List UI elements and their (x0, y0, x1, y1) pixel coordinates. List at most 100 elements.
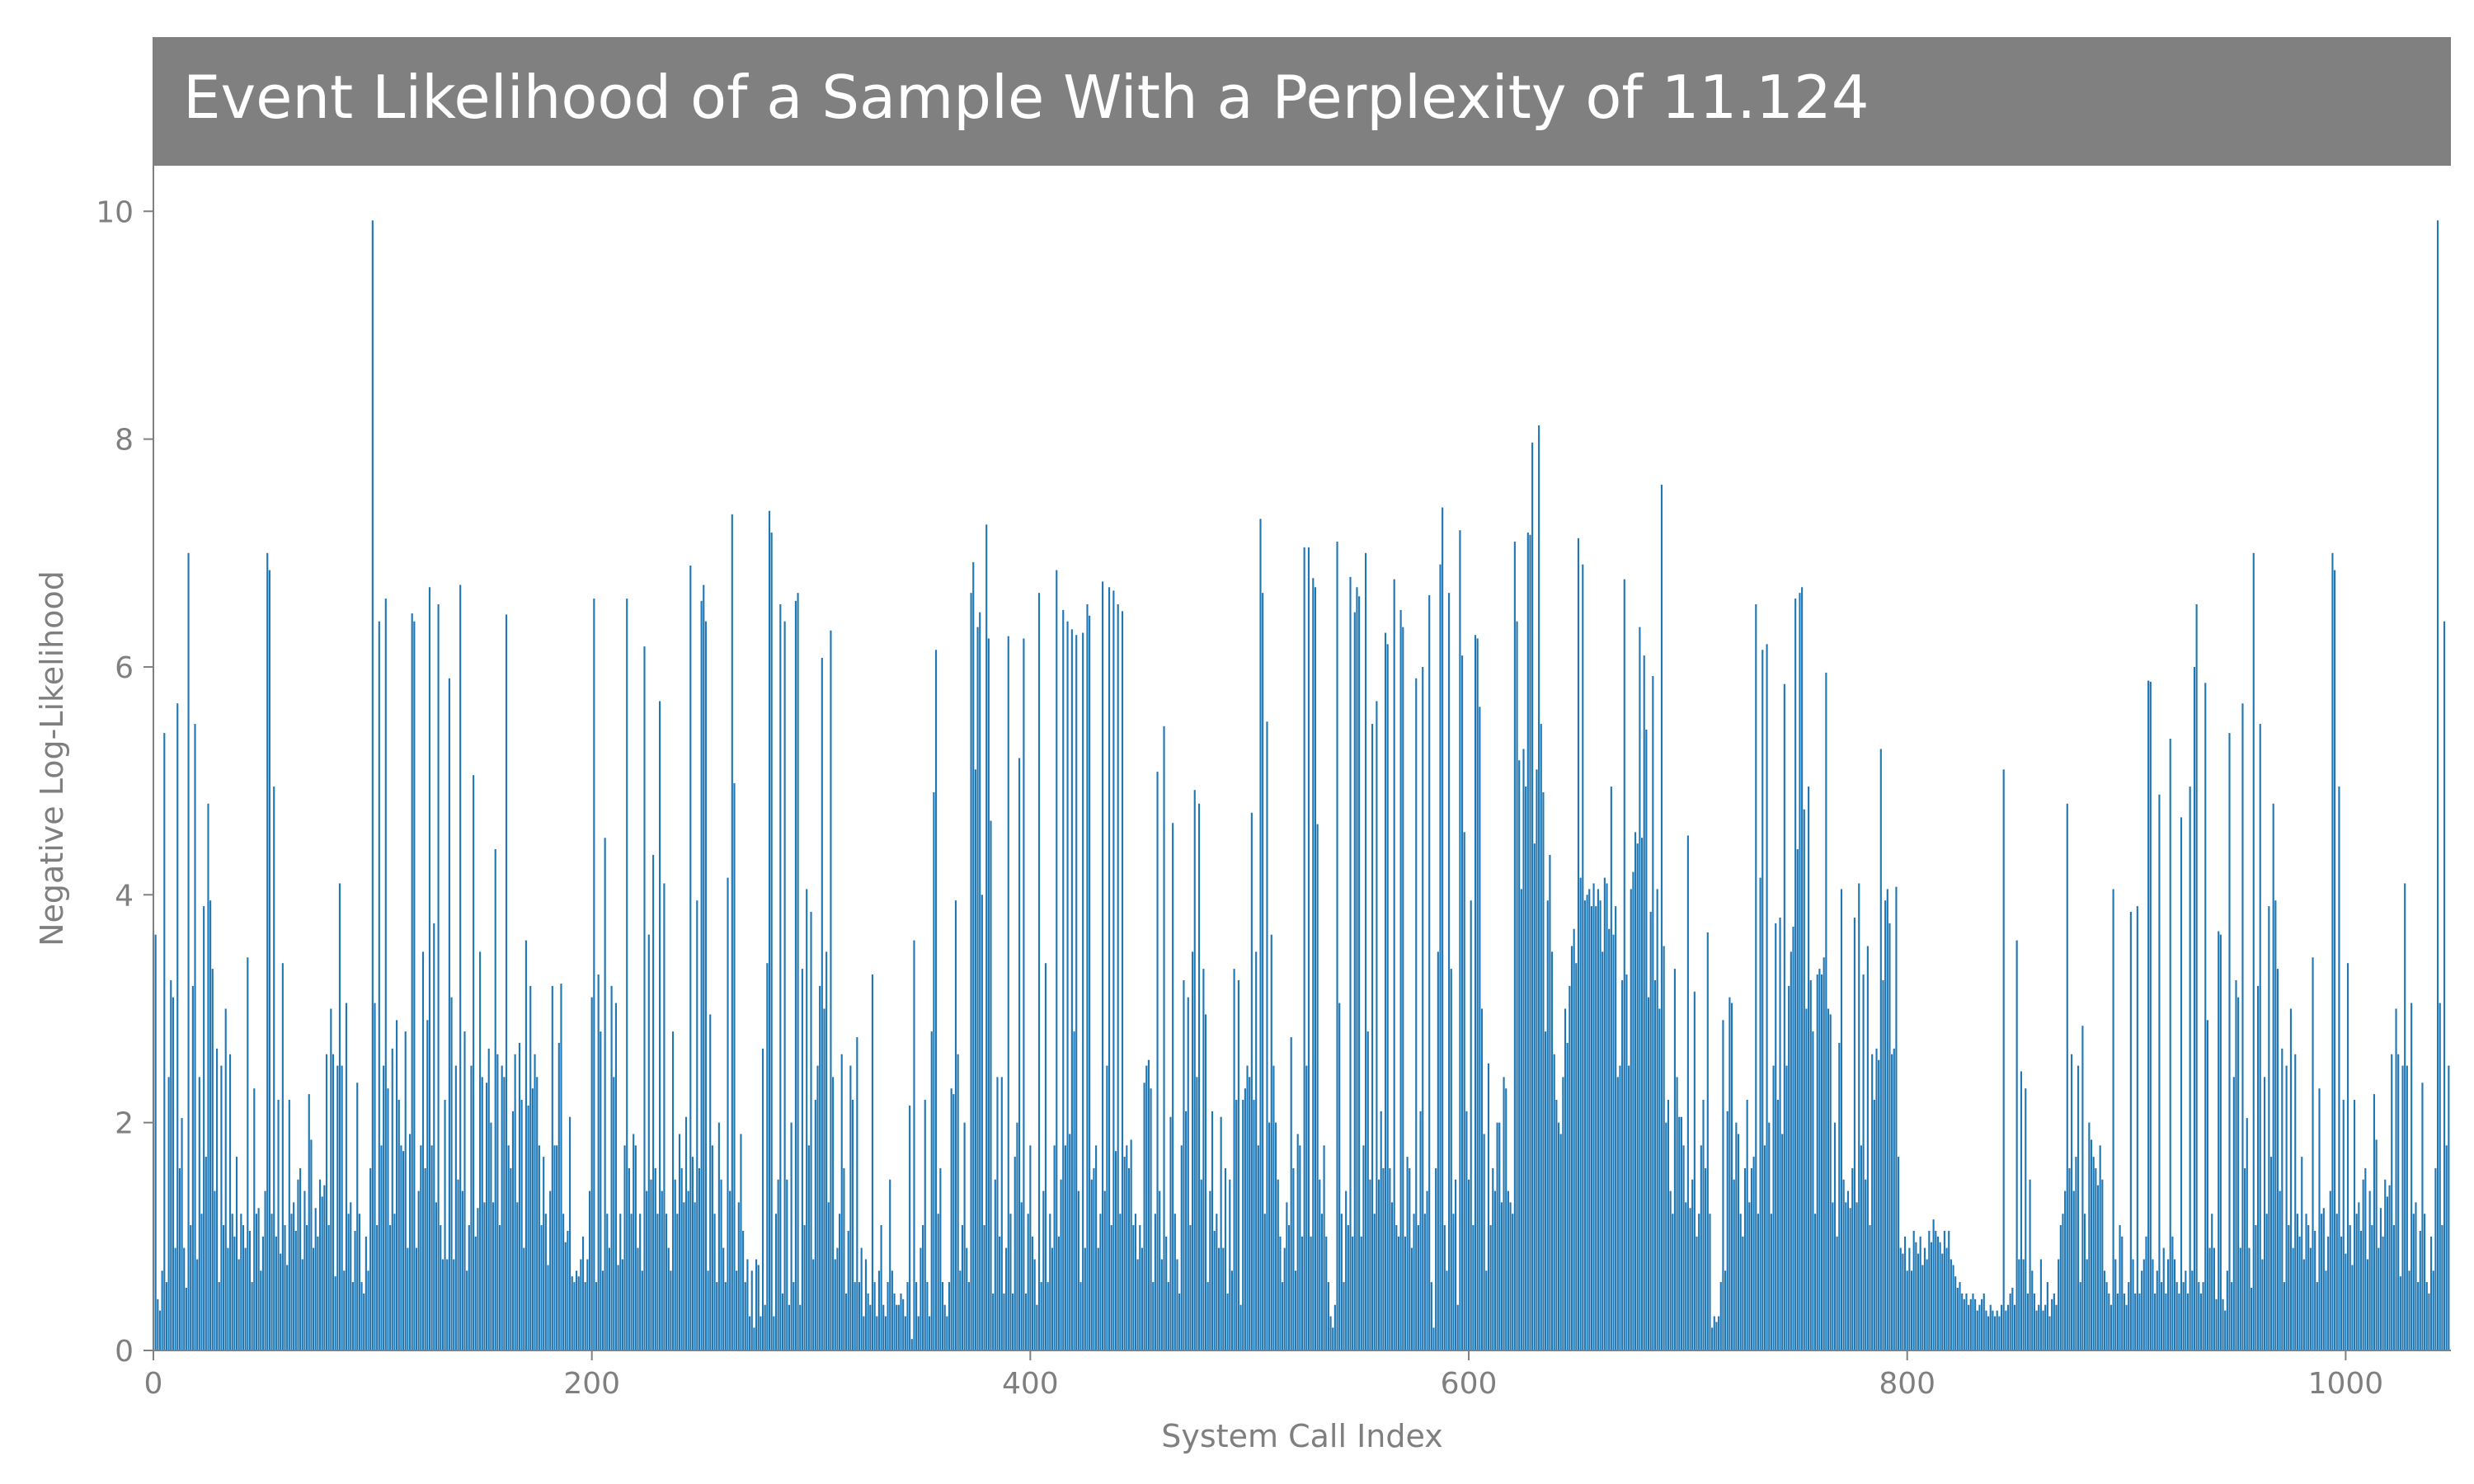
bar (1382, 1167, 1385, 1350)
bar (1533, 843, 1536, 1350)
bar (2408, 1270, 2411, 1350)
bar (2083, 1214, 2086, 1350)
bar (1079, 1282, 1082, 1350)
bar (1573, 928, 1575, 1350)
bar (224, 1008, 227, 1350)
bar (2226, 1270, 2228, 1350)
bar (1132, 1225, 1135, 1350)
bar (1579, 877, 1582, 1350)
bar (567, 1230, 569, 1350)
bar (2259, 724, 2261, 1350)
bar (1147, 1059, 1150, 1350)
bar (327, 1225, 330, 1350)
bar (2109, 1304, 2113, 1350)
bar (1507, 1190, 1509, 1350)
bar (191, 985, 194, 1350)
bar (511, 1111, 515, 1350)
bar (1051, 1247, 1054, 1350)
bar (2149, 681, 2152, 1350)
bar (1590, 906, 1592, 1351)
bar (1075, 635, 1078, 1350)
bar (755, 1259, 758, 1350)
bar (415, 1247, 418, 1350)
bar (2154, 1293, 2157, 1350)
bar (516, 1202, 519, 1351)
bar (880, 1225, 882, 1350)
bar (1737, 1134, 1740, 1350)
bar (623, 1145, 626, 1350)
bar (1442, 507, 1444, 1350)
bar (321, 1196, 323, 1350)
bar (402, 1151, 405, 1350)
bar (2321, 1214, 2323, 1350)
bar (2189, 787, 2191, 1350)
bar (700, 600, 703, 1350)
bar (1371, 724, 1374, 1350)
bar (345, 1003, 348, 1350)
bar (1465, 1111, 1468, 1350)
bar (1409, 1167, 1411, 1350)
bar (557, 1042, 560, 1350)
bar (408, 1134, 412, 1350)
bar (1926, 1259, 1928, 1350)
bar (1987, 1316, 1990, 1350)
bar (1036, 1304, 1038, 1350)
bar (2152, 1259, 2154, 1350)
bar (238, 1259, 240, 1350)
bar (430, 1145, 433, 1350)
bar (334, 1276, 336, 1350)
bar (2228, 733, 2231, 1350)
bar (524, 940, 527, 1350)
bar (963, 1122, 966, 1350)
bar (2345, 1253, 2347, 1350)
bar (952, 1094, 955, 1350)
bar (1235, 1100, 1238, 1350)
bar (1033, 1259, 1036, 1350)
bar (698, 1167, 701, 1350)
bar (2265, 1214, 2268, 1350)
bar (1640, 838, 1644, 1350)
bar (987, 638, 990, 1350)
bar (1735, 1122, 1738, 1350)
bar (2156, 1270, 2158, 1350)
bar (1628, 1065, 1630, 1350)
bar (1253, 1100, 1255, 1350)
bar (297, 1179, 299, 1350)
bar (1550, 951, 1554, 1350)
bar (2382, 1236, 2384, 1350)
bar (1272, 1065, 1275, 1350)
bar (2305, 1214, 2307, 1350)
bar (996, 1077, 999, 1350)
bar (2443, 621, 2446, 1350)
bar (1461, 655, 1464, 1350)
bar (1509, 1202, 1512, 1351)
bar (1485, 1270, 1488, 1350)
bar (569, 1116, 571, 1350)
bar (461, 1190, 463, 1350)
bar (937, 1214, 939, 1350)
bar (2048, 1316, 2051, 1350)
bar (551, 985, 553, 1350)
bar (600, 1031, 602, 1350)
bar (560, 984, 562, 1350)
bar (1686, 835, 1689, 1350)
bar (1500, 1202, 1503, 1351)
bar (1838, 1042, 1841, 1350)
y-ticks: 0 2 4 6 8 10 (96, 195, 153, 1369)
bar (2269, 1157, 2273, 1350)
bar (220, 1065, 223, 1350)
bar (1555, 1100, 1558, 1350)
bar (1689, 1208, 1691, 1350)
bar (608, 1247, 611, 1350)
bar (1112, 590, 1115, 1350)
bar (2268, 906, 2270, 1351)
bar (1060, 1179, 1062, 1350)
bar (1891, 1054, 1893, 1350)
bar (2424, 1214, 2426, 1350)
bar (2025, 1088, 2027, 1350)
bar (407, 1247, 409, 1350)
bar (1812, 1031, 1814, 1350)
bar (1904, 1236, 1907, 1350)
bar (1959, 1282, 1961, 1350)
bar (2204, 683, 2207, 1350)
